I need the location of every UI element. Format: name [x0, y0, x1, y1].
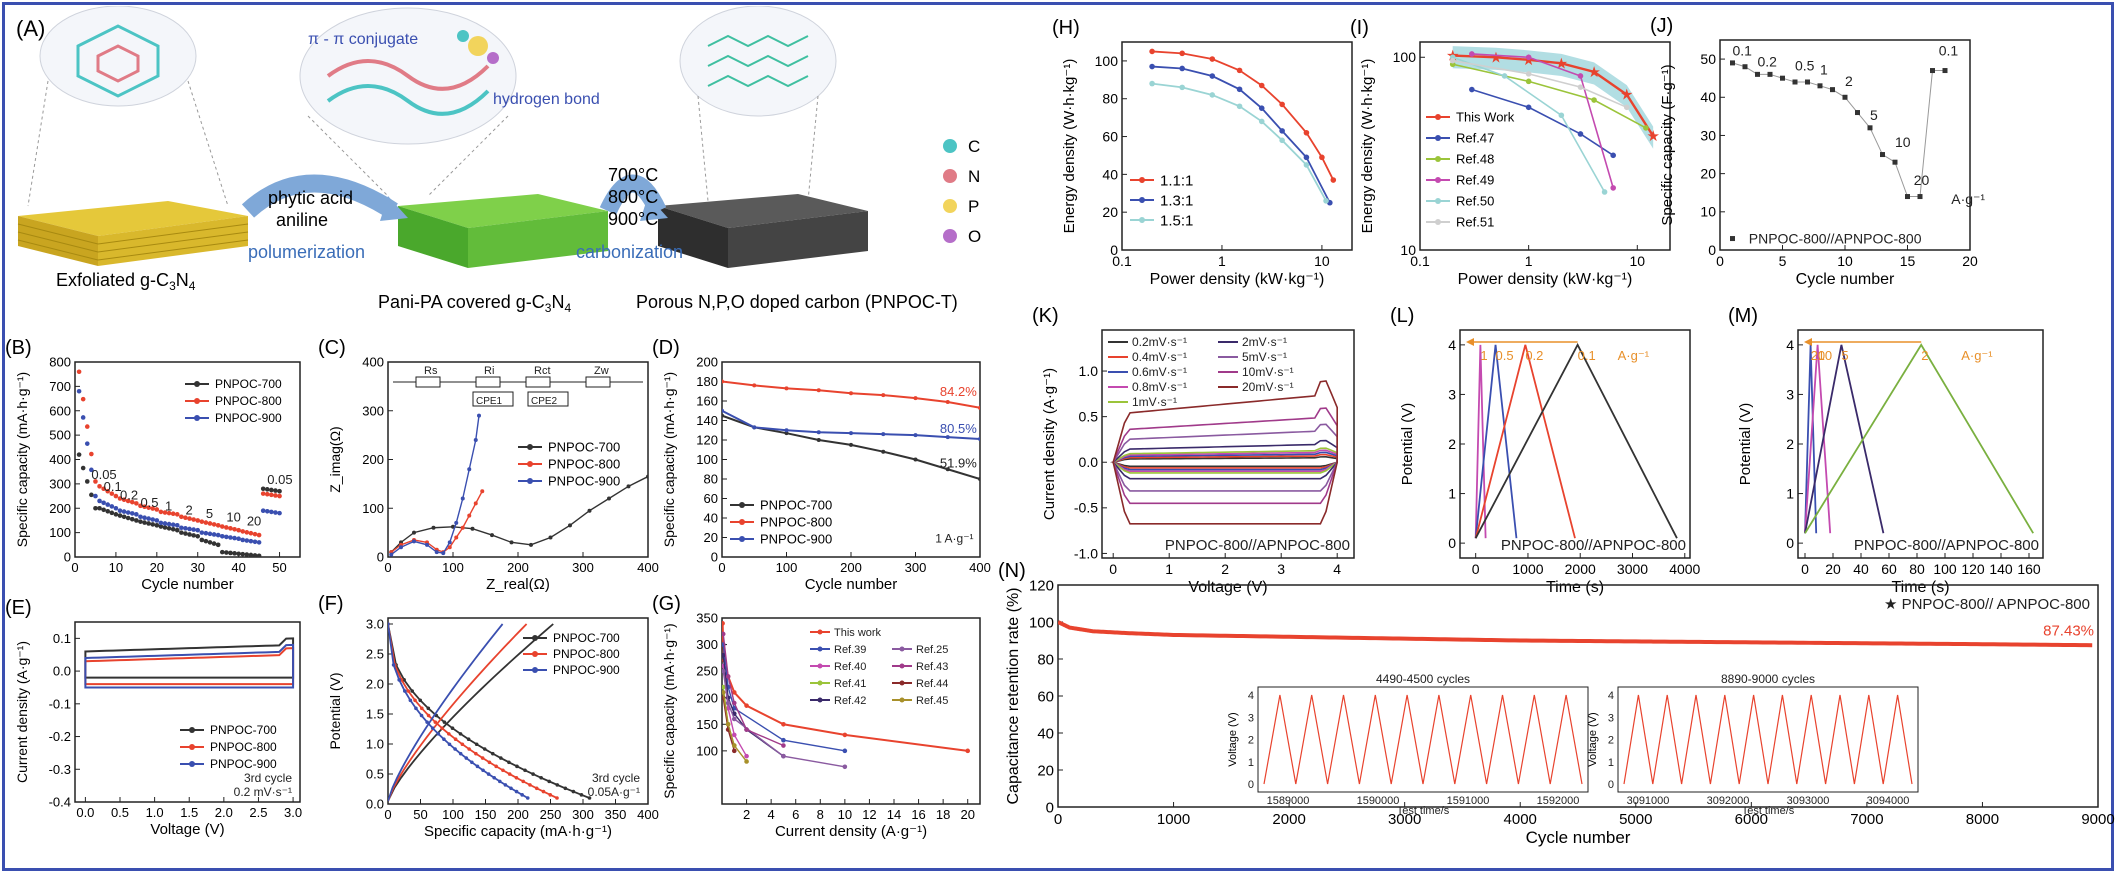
carbonization-arrowhead	[640, 196, 668, 221]
arrow2-caption: carbonization	[576, 242, 683, 262]
element-legend-label-c: C	[968, 137, 980, 156]
panel-label-a: (A)	[16, 16, 45, 41]
element-legend-dot-o	[943, 229, 957, 243]
element-legend-dot-c	[943, 139, 957, 153]
polymerization-arrow	[241, 174, 398, 219]
element-legend-dot-n	[943, 169, 957, 183]
arrow2-line-3: 900°C	[608, 209, 658, 229]
pi-conjugate-label: π - π conjugate	[308, 31, 418, 48]
element-legend-label-n: N	[968, 167, 980, 186]
arrow2-line-2: 800°C	[608, 187, 658, 207]
polymerization-arrowhead	[380, 196, 408, 221]
caption-pani-pa: Pani-PA covered g-C3N4	[378, 292, 571, 315]
arrow1-line-2: aniline	[276, 210, 328, 230]
arrow1-caption: polumerization	[248, 242, 365, 262]
caption-exfoliated: Exfoliated g-C3N4	[56, 270, 196, 293]
pani-pa-molecule-icon	[326, 30, 499, 116]
carbonization-arrow	[599, 174, 667, 215]
arrow1-line-1: phytic acid	[268, 188, 353, 208]
zoom-lines	[27, 80, 819, 207]
pani-pa-slab	[398, 194, 608, 268]
gc3n4-slab	[17, 201, 249, 266]
element-legend-dot-p	[943, 199, 957, 213]
carbon-sheet-molecule-icon	[707, 34, 809, 88]
carbon-slab	[658, 194, 868, 268]
gc3n4-molecule-icon	[76, 24, 160, 98]
arrow2-line-1: 700°C	[608, 165, 658, 185]
hydrogen-bond-label: hydrogen bond	[493, 91, 600, 108]
zoom-bubble-left	[39, 6, 197, 107]
element-legend-label-o: O	[968, 227, 981, 246]
caption-pnpoc: Porous N,P,O doped carbon (PNPOC-T)	[636, 292, 958, 312]
element-legend-label-p: P	[968, 197, 979, 216]
